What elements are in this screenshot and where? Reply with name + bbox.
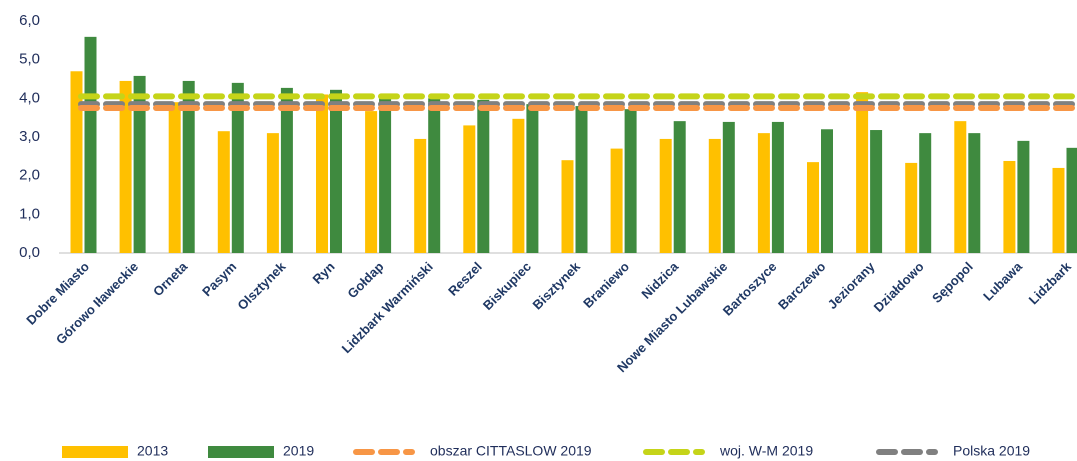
bar [477, 99, 490, 253]
bar [1003, 160, 1016, 253]
bar [624, 109, 637, 253]
bar [182, 80, 195, 253]
legend-label: Polska 2019 [953, 443, 1030, 459]
y-tick-label: 3,0 [19, 128, 40, 145]
bar [1017, 140, 1030, 253]
bar [561, 160, 574, 253]
x-tick-label: Sępopol [929, 259, 976, 306]
legend-label: 2013 [137, 443, 168, 459]
y-tick-label: 4,0 [19, 89, 40, 106]
bar [919, 133, 932, 253]
bar [673, 121, 686, 253]
x-tick-label: Orneta [150, 258, 191, 299]
bar [316, 94, 328, 253]
y-tick-label: 1,0 [19, 205, 40, 222]
x-tick-label: Lubawa [980, 258, 1025, 303]
bar [463, 125, 476, 253]
x-tick-label: Barczewo [775, 259, 829, 313]
bar [757, 133, 770, 253]
x-tick-label: Bartoszyce [720, 259, 780, 319]
bar [659, 138, 672, 253]
x-tick-label: Bisztynek [530, 258, 584, 312]
legend-swatch [62, 446, 128, 458]
y-tick-label: 0,0 [19, 244, 40, 261]
bar [1052, 167, 1065, 253]
bar [330, 89, 342, 254]
bar [771, 121, 784, 253]
legend-swatch [208, 446, 274, 458]
bar [954, 121, 967, 253]
bar [217, 131, 230, 253]
bar [70, 71, 83, 254]
bar [168, 102, 181, 253]
bar [280, 87, 293, 253]
bar [870, 130, 883, 253]
bar [575, 106, 588, 253]
x-tick-label: Nidzica [638, 258, 681, 301]
bar [428, 98, 441, 253]
x-tick-label: Ryn [310, 259, 338, 287]
bar [231, 82, 244, 253]
bar [708, 138, 721, 253]
x-tick-label: Braniewo [580, 259, 632, 311]
x-tick-label: Biskupiec [480, 259, 534, 313]
bar [968, 133, 981, 253]
y-tick-label: 6,0 [19, 12, 40, 29]
bar [266, 133, 279, 253]
x-tick-label: Działdowo [871, 259, 927, 315]
y-tick-label: 2,0 [19, 167, 40, 184]
bar [821, 129, 833, 253]
bar [722, 121, 735, 253]
legend-label: obszar CITTASLOW 2019 [430, 443, 592, 459]
x-tick-label: Lidzbark Warmiński [339, 259, 436, 356]
x-tick-label: Olsztynek [234, 258, 289, 313]
y-tick-label: 5,0 [19, 51, 40, 68]
x-tick-label: Górowo Iławeckie [53, 259, 141, 347]
bar [414, 138, 427, 253]
bar [84, 36, 97, 253]
bar [905, 162, 918, 253]
legend-label: woj. W-M 2019 [719, 443, 813, 459]
bar [512, 118, 525, 254]
bar [379, 98, 392, 253]
bar [133, 75, 146, 253]
bar [526, 104, 539, 253]
bar [807, 162, 819, 253]
bar [119, 80, 132, 253]
x-tick-label: Pasym [199, 259, 239, 299]
x-tick-label: Lidzbark [1026, 258, 1075, 307]
x-tick-label: Gołdap [344, 259, 386, 301]
x-tick-label: Reszel [445, 259, 485, 299]
bar [856, 92, 869, 253]
legend-label: 2019 [283, 443, 314, 459]
bar [365, 111, 378, 254]
bar [1066, 147, 1077, 253]
bar [610, 148, 623, 253]
